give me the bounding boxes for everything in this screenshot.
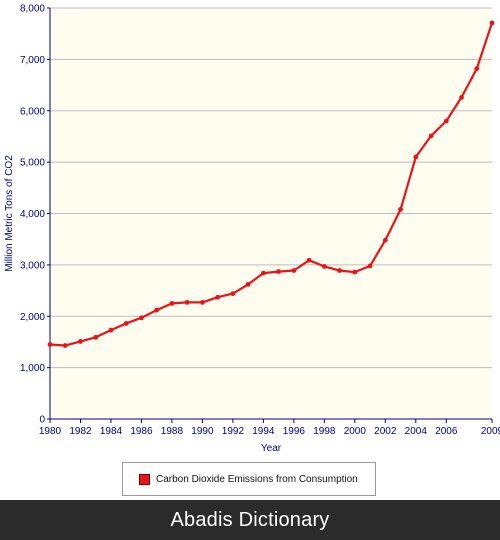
data-point: [245, 281, 251, 287]
data-point: [413, 154, 419, 160]
data-point: [337, 268, 342, 273]
data-point: [169, 301, 175, 306]
data-point: [474, 66, 480, 72]
y-tick-label: 5,000: [20, 158, 45, 169]
x-tick-label: 2009: [481, 426, 500, 437]
data-point: [443, 118, 449, 124]
data-point: [367, 263, 373, 269]
data-point: [321, 264, 327, 269]
x-tick-label: 1992: [222, 426, 245, 437]
data-point: [276, 269, 282, 274]
legend-swatch: [139, 473, 150, 485]
x-tick-label: 1994: [252, 426, 275, 437]
data-point: [47, 342, 53, 347]
x-tick-label: 1982: [69, 426, 92, 437]
y-tick-label: 4,000: [20, 209, 45, 220]
x-tick-label: 1996: [283, 426, 306, 437]
data-point: [230, 291, 236, 297]
data-point: [139, 315, 144, 321]
legend-label: Carbon Dioxide Emissions from Consumptio…: [156, 473, 358, 485]
data-point: [489, 20, 495, 26]
y-tick-label: 8,000: [20, 4, 45, 15]
x-tick-label: 2002: [374, 426, 397, 437]
y-tick-label: 2,000: [20, 312, 45, 323]
x-tick-label: 2004: [405, 426, 428, 437]
gridlines: [50, 7, 492, 369]
x-tick-label: 1984: [100, 426, 123, 437]
y-tick-label: 0: [39, 415, 45, 426]
data-point: [184, 299, 190, 305]
data-point: [382, 237, 388, 243]
data-point: [78, 339, 83, 344]
y-tick-label: 3,000: [20, 260, 45, 271]
x-tick-labels: 1980 1982 1984 1986 1988 1990 1992 1994 1996 1998…: [39, 419, 500, 437]
legend: Carbon Dioxide Emissions from Consumptio…: [122, 462, 376, 496]
data-point: [93, 334, 99, 340]
line-chart: 0 1,000 2,000 3,000 4,000 5,000 6,000 7,000 8,00…: [4, 4, 500, 455]
data-point: [200, 299, 205, 305]
y-tick-label: 6,000: [20, 106, 45, 117]
data-point: [123, 321, 129, 326]
data-point: [260, 270, 266, 276]
x-tick-label: 1986: [130, 426, 153, 437]
data-point: [108, 327, 114, 333]
y-tick-label: 1,000: [20, 363, 45, 374]
data-point: [215, 294, 221, 300]
data-point: [62, 343, 68, 348]
series-line: [48, 21, 494, 347]
data-point: [398, 206, 403, 212]
footer-bar: Abadis Dictionary: [0, 500, 500, 540]
x-axis-title: Year: [261, 443, 282, 454]
y-axis-title: Million Metric Tons of CO2: [4, 155, 15, 272]
data-point: [459, 94, 464, 100]
data-point: [154, 307, 160, 313]
series: [47, 20, 495, 348]
data-point: [306, 257, 312, 263]
y-tick-label: 7,000: [20, 55, 45, 66]
data-point: [428, 133, 434, 139]
data-point: [291, 268, 297, 273]
y-tick-labels: 0 1,000 2,000 3,000 4,000 5,000 6,000 7,000 8,00…: [20, 4, 50, 426]
data-point: [352, 269, 358, 275]
x-tick-label: 1990: [191, 426, 214, 437]
x-tick-label: 2000: [344, 426, 367, 437]
footer-title: Abadis Dictionary: [170, 508, 330, 531]
x-tick-label: 1998: [313, 426, 336, 437]
x-tick-label: 1988: [161, 426, 184, 437]
x-tick-label: 1980: [39, 426, 62, 437]
x-tick-label: 2006: [435, 426, 458, 437]
